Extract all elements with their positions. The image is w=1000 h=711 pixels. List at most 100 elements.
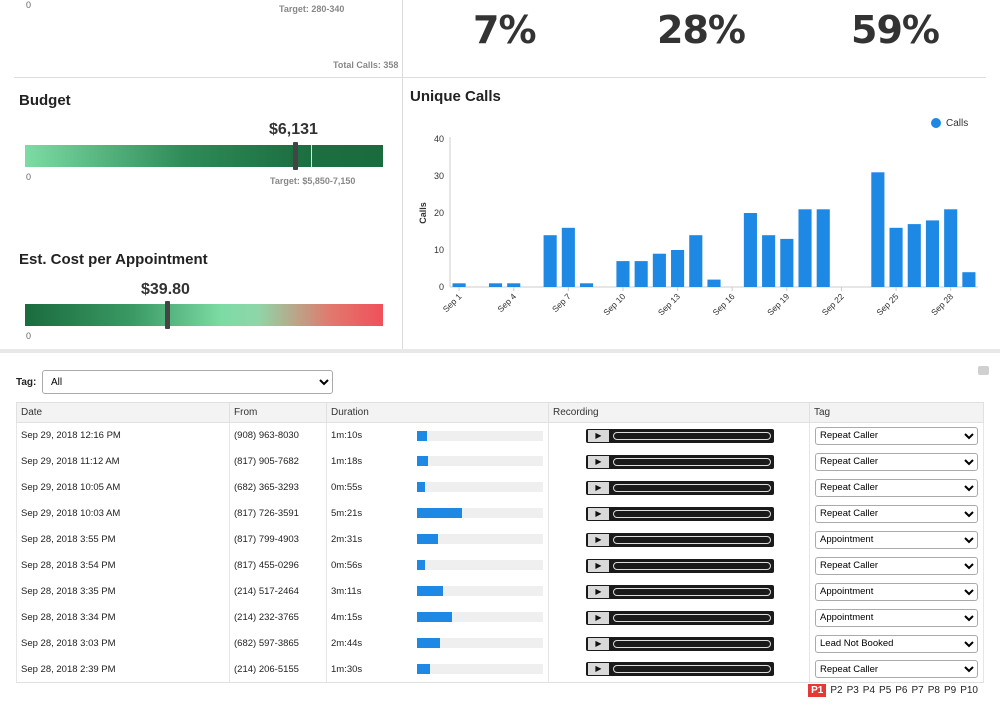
percent-stat-2: 28% — [657, 8, 746, 52]
page-link[interactable]: P1 — [808, 684, 827, 697]
row-tag-select[interactable]: Appointment — [815, 608, 978, 627]
duration-text: 2m:31s — [331, 534, 363, 545]
budget-target-label: Target: $5,850-7,150 — [270, 176, 356, 186]
page-link[interactable]: P3 — [846, 685, 859, 696]
audio-progress-track[interactable] — [613, 483, 771, 492]
page-link[interactable]: P4 — [862, 685, 876, 696]
audio-progress-track[interactable] — [613, 587, 771, 596]
row-tag-select[interactable]: Lead Not Booked — [815, 634, 978, 653]
row-tag-select[interactable]: Repeat Caller — [815, 452, 978, 471]
cell-recording: ▶ — [548, 448, 810, 475]
row-tag-select[interactable]: Appointment — [815, 530, 978, 549]
duration-text: 5m:21s — [331, 508, 363, 519]
page-link[interactable]: P10 — [960, 685, 978, 696]
header-tag[interactable]: Tag — [809, 402, 984, 423]
play-icon[interactable]: ▶ — [588, 559, 609, 572]
page-link[interactable]: P7 — [911, 685, 924, 696]
table-row: Sep 28, 2018 3:54 PM (817) 455-0296 0m:56s… — [16, 552, 984, 579]
duration-bar — [417, 534, 543, 545]
page-link[interactable]: P8 — [927, 685, 940, 696]
cell-recording: ▶ — [548, 526, 810, 553]
row-tag-select[interactable]: Repeat Caller — [815, 426, 978, 445]
budget-value: $6,131 — [269, 121, 318, 138]
row-tag-select[interactable]: Appointment — [815, 582, 978, 601]
audio-progress-track[interactable] — [613, 639, 771, 648]
comment-icon[interactable] — [978, 366, 989, 375]
cell-duration: 1m:10s — [326, 422, 549, 449]
play-icon[interactable]: ▶ — [588, 429, 609, 442]
cell-duration: 1m:30s — [326, 656, 549, 683]
duration-fill — [417, 612, 453, 623]
audio-player: ▶ — [586, 636, 774, 651]
y-tick-label: 30 — [434, 171, 444, 181]
play-icon[interactable]: ▶ — [588, 481, 609, 494]
audio-progress-track[interactable] — [613, 613, 771, 622]
cell-recording: ▶ — [548, 604, 810, 631]
cell-tag: Repeat Caller — [809, 474, 984, 501]
duration-bar — [417, 508, 543, 519]
play-icon[interactable]: ▶ — [588, 507, 609, 520]
cell-from: (214) 206-5155 — [229, 656, 327, 683]
pagination: P1 P2 P3 P4 P5 P6 P7 P8 P9 P10 — [804, 684, 978, 697]
play-icon[interactable]: ▶ — [588, 663, 609, 676]
bar-calls — [671, 250, 685, 287]
duration-fill — [417, 430, 428, 441]
audio-progress-track[interactable] — [613, 457, 771, 466]
table-row: Sep 28, 2018 3:55 PM (817) 799-4903 2m:31s… — [16, 526, 984, 553]
row-tag-select[interactable]: Repeat Caller — [815, 504, 978, 523]
page-link[interactable]: P5 — [879, 685, 892, 696]
row-tag-select[interactable]: Repeat Caller — [815, 478, 978, 497]
cell-from: (817) 455-0296 — [229, 552, 327, 579]
play-icon[interactable]: ▶ — [588, 455, 609, 468]
cell-duration: 0m:56s — [326, 552, 549, 579]
play-icon[interactable]: ▶ — [588, 533, 609, 546]
cell-recording: ▶ — [548, 578, 810, 605]
bar-calls — [907, 224, 921, 287]
bar-calls — [762, 235, 776, 287]
calls-target-label: Target: 280-340 — [279, 4, 345, 14]
audio-progress-track[interactable] — [613, 665, 771, 674]
x-tick-label: Sep 25 — [874, 291, 900, 317]
audio-progress-track[interactable] — [613, 509, 771, 518]
duration-fill — [417, 534, 439, 545]
cost-value: $39.80 — [141, 281, 190, 298]
chart-title: Unique Calls — [410, 88, 501, 105]
cell-tag: Repeat Caller — [809, 500, 984, 527]
page-link[interactable]: P2 — [830, 685, 843, 696]
header-from[interactable]: From — [229, 402, 327, 423]
audio-progress-track[interactable] — [613, 561, 771, 570]
play-icon[interactable]: ▶ — [588, 611, 609, 624]
play-icon[interactable]: ▶ — [588, 637, 609, 650]
header-duration[interactable]: Duration — [326, 402, 549, 423]
cell-recording: ▶ — [548, 630, 810, 657]
bar-calls — [634, 261, 648, 287]
header-date[interactable]: Date — [16, 402, 230, 423]
page-link[interactable]: P6 — [895, 685, 908, 696]
audio-progress-track[interactable] — [613, 431, 771, 440]
bar-calls — [579, 283, 594, 287]
table-row: Sep 29, 2018 11:12 AM (817) 905-7682 1m:18… — [16, 448, 984, 475]
cell-tag: Repeat Caller — [809, 448, 984, 475]
row-tag-select[interactable]: Repeat Caller — [815, 556, 978, 575]
divider-vertical — [402, 0, 403, 349]
budget-axis-zero: 0 — [26, 172, 32, 182]
calls-table-panel: Tag: All Date From Duration Recording Ta… — [0, 353, 1000, 711]
table-row: Sep 28, 2018 3:34 PM (214) 232-3765 4m:15s… — [16, 604, 984, 631]
duration-bar — [417, 664, 543, 675]
row-tag-select[interactable]: Repeat Caller — [815, 660, 978, 679]
page-link[interactable]: P9 — [943, 685, 957, 696]
x-tick-label: Sep 10 — [601, 291, 627, 317]
x-tick-label: Sep 4 — [495, 291, 518, 314]
audio-player: ▶ — [586, 610, 774, 625]
audio-progress-track[interactable] — [613, 535, 771, 544]
play-icon[interactable]: ▶ — [588, 585, 609, 598]
cost-needle — [165, 301, 170, 329]
bar-calls — [944, 209, 958, 287]
tag-filter-select[interactable]: All — [42, 370, 333, 394]
duration-text: 4m:15s — [331, 612, 363, 623]
table-row: Sep 28, 2018 2:39 PM (214) 206-5155 1m:30s… — [16, 656, 984, 683]
header-recording[interactable]: Recording — [548, 402, 810, 423]
audio-player: ▶ — [586, 428, 774, 443]
duration-fill — [417, 638, 440, 649]
cell-from: (682) 365-3293 — [229, 474, 327, 501]
